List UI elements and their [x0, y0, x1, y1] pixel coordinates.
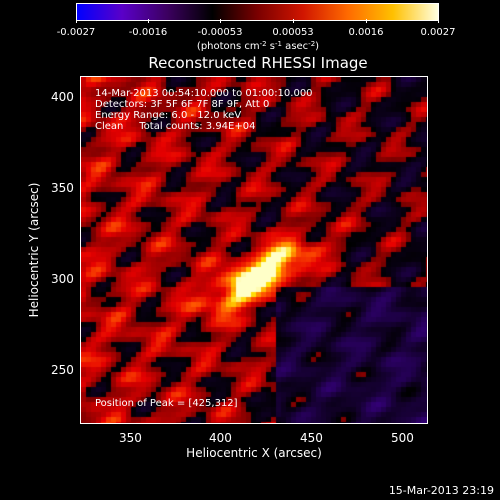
units-text: asec: [282, 41, 309, 52]
colorbar-tick: [438, 19, 439, 23]
peak-position-text: Position of Peak = [425,312]: [95, 398, 238, 409]
energy-range-text: Energy Range: 6.0 - 12.0 keV: [95, 110, 242, 121]
detectors-text: Detectors: 3F 5F 6F 7F 8F 9F, Att 0: [95, 99, 270, 110]
time-range-text: 14-Mar-2013 00:54:10.000 to 01:00:10.000: [95, 88, 313, 99]
rhessi-image-plot: [80, 76, 428, 424]
x-tick-label: 350: [119, 431, 142, 445]
colorbar: [76, 3, 439, 21]
colorbar-tick: [76, 19, 77, 23]
units-exponent: -2: [308, 40, 316, 48]
colorbar-tick: [366, 19, 367, 23]
colorbar-tick-label: -0.0027: [56, 27, 96, 38]
clean-counts-text: Clean Total counts: 3.94E+04: [95, 121, 256, 132]
rhessi-flare-map: [81, 77, 427, 423]
footer-timestamp: 15-Mar-2013 23:19: [388, 484, 494, 497]
units-text: (photons cm: [196, 41, 260, 52]
units-text: s: [266, 41, 276, 52]
y-tick-label: 300: [51, 272, 74, 286]
units-text: ): [315, 41, 320, 52]
x-tick-label: 400: [209, 431, 232, 445]
y-axis-label: Heliocentric Y (arcsec): [27, 182, 41, 318]
x-tick-label: 450: [300, 431, 323, 445]
units-exponent: -1: [275, 40, 283, 48]
x-tick-label: 500: [391, 431, 414, 445]
colorbar-tick: [148, 19, 149, 23]
colorbar-tick-label: -0.00053: [197, 27, 243, 38]
y-tick-label: 400: [51, 90, 74, 104]
y-tick-label: 350: [51, 181, 74, 195]
colorbar-tick-label: 0.0016: [348, 27, 384, 38]
x-axis-label: Heliocentric X (arcsec): [186, 446, 322, 460]
colorbar-units: (photons cm-2 s-1 asec-2): [197, 40, 319, 52]
colorbar-tick-label: 0.00053: [272, 27, 314, 38]
image-title: Reconstructed RHESSI Image: [148, 54, 368, 72]
y-tick-label: 250: [51, 363, 74, 377]
colorbar-tick: [293, 19, 294, 23]
colorbar-tick-label: 0.0027: [420, 27, 456, 38]
colorbar-tick-label: -0.0016: [128, 27, 168, 38]
colorbar-tick: [220, 19, 221, 23]
units-exponent: -2: [259, 40, 267, 48]
